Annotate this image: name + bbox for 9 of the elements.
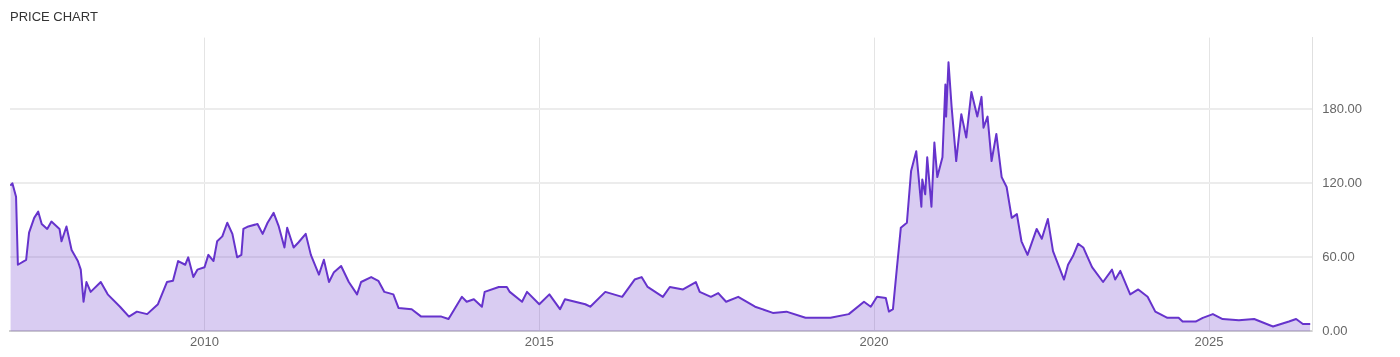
x-tick-label: 2025 xyxy=(1194,333,1224,349)
y-tick-label: 60.00 xyxy=(1322,248,1355,264)
chart-title: PRICE CHART xyxy=(10,9,98,25)
y-tick-label: 0.00 xyxy=(1322,322,1348,338)
x-tick-label: 2010 xyxy=(190,333,219,349)
x-tick-label: 2020 xyxy=(859,333,889,349)
x-tick-label: 2015 xyxy=(524,333,554,349)
y-tick-label: 120.00 xyxy=(1322,174,1362,190)
y-tick-label: 180.00 xyxy=(1322,100,1362,116)
